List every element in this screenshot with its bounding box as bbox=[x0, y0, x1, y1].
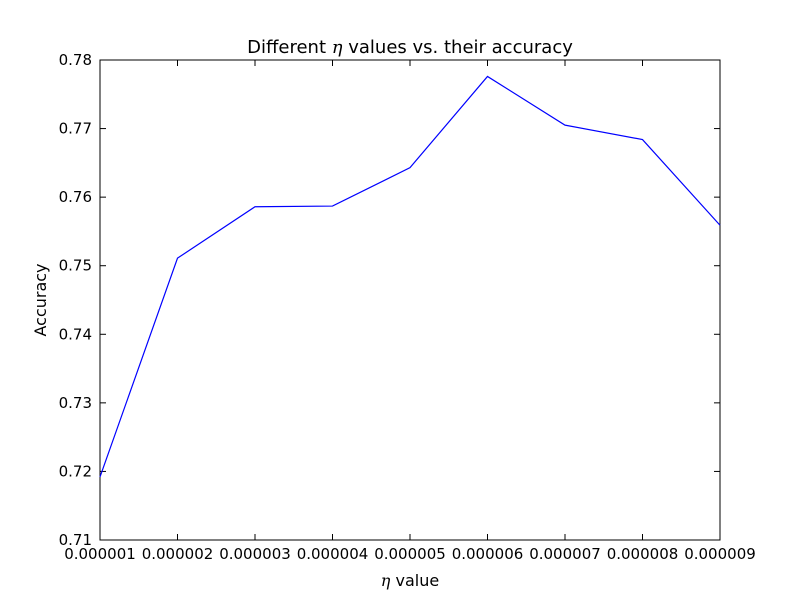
y-tick-label: 0.76 bbox=[59, 188, 92, 206]
x-tick-label: 0.000005 bbox=[374, 545, 446, 563]
x-tick-label: 0.000009 bbox=[684, 545, 756, 563]
y-tick-label: 0.77 bbox=[59, 120, 92, 138]
y-tick-label: 0.78 bbox=[59, 51, 92, 69]
chart-title: Different η values vs. their accuracy bbox=[247, 37, 573, 58]
y-tick-label: 0.73 bbox=[59, 394, 92, 412]
y-tick-label: 0.72 bbox=[59, 462, 92, 480]
y-tick-label: 0.71 bbox=[59, 531, 92, 549]
x-axis-title: η value bbox=[381, 571, 439, 590]
x-tick-label: 0.000007 bbox=[529, 545, 601, 563]
x-tick-label: 0.000003 bbox=[219, 545, 291, 563]
y-axis: 0.71 0.72 0.73 0.74 0.75 0.76 0.77 0.78 bbox=[59, 51, 720, 549]
y-tick-label: 0.74 bbox=[59, 325, 92, 343]
x-tick-label: 0.000008 bbox=[607, 545, 679, 563]
x-tick-label: 0.000004 bbox=[297, 545, 369, 563]
series-line bbox=[99, 75, 721, 478]
y-axis-title: Accuracy bbox=[31, 263, 50, 336]
y-tick-label: 0.75 bbox=[59, 257, 92, 275]
x-tick-label: 0.000001 bbox=[64, 545, 136, 563]
plot-area bbox=[99, 59, 721, 541]
x-tick-label: 0.000002 bbox=[142, 545, 214, 563]
x-tick-label: 0.000006 bbox=[452, 545, 524, 563]
x-axis: 0.000001 0.000002 0.000003 0.000004 0.000005… bbox=[64, 60, 756, 563]
series-layer bbox=[99, 75, 721, 478]
